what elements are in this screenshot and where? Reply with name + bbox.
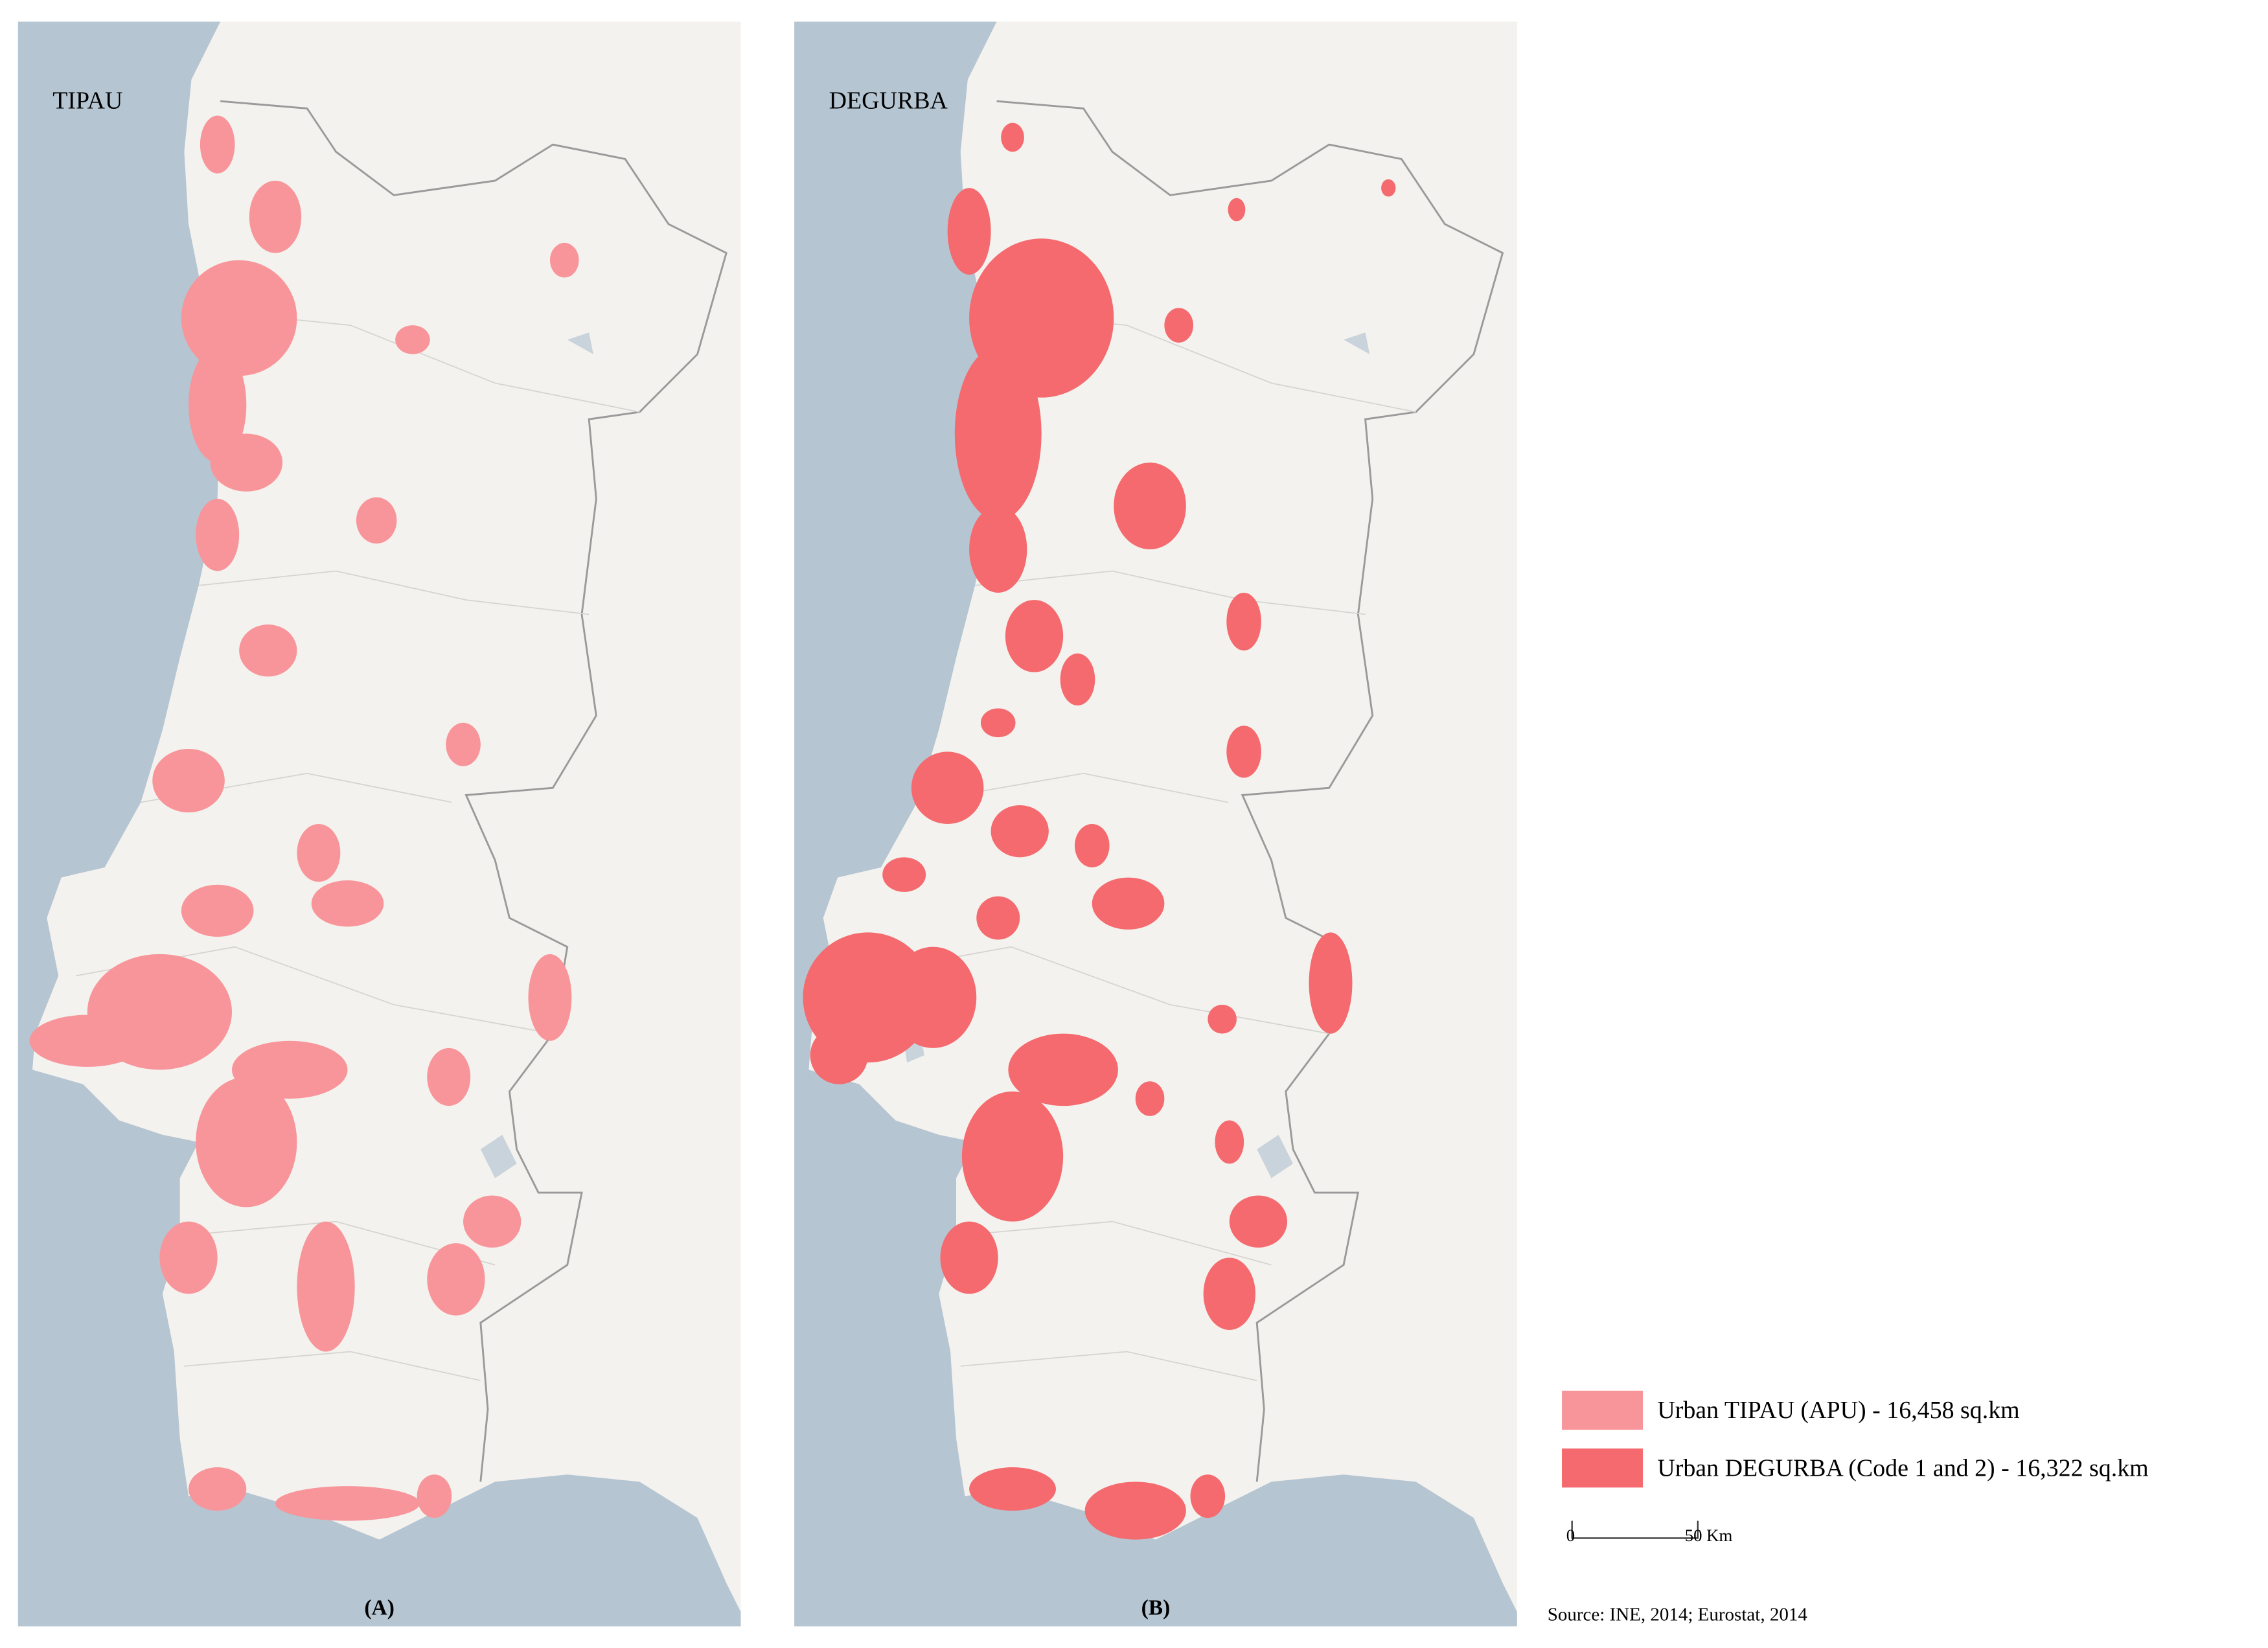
urban-area <box>1226 592 1261 651</box>
scale-bar: 0 50 Km <box>1566 1520 1733 1545</box>
urban-area <box>1381 179 1396 197</box>
urban-area <box>239 624 297 677</box>
urban-area <box>427 1047 471 1106</box>
urban-area <box>991 805 1049 858</box>
urban-area <box>889 946 977 1048</box>
legend-label: Urban TIPAU (APU) - 16,458 sq.km <box>1657 1397 2019 1424</box>
urban-area <box>976 896 1020 940</box>
urban-area <box>181 884 254 937</box>
urban-area <box>947 188 991 275</box>
legend-swatch <box>1562 1448 1644 1488</box>
panel-caption: (B) <box>1141 1596 1171 1620</box>
legend-label: Urban DEGURBA (Code 1 and 2) - 16,322 sq… <box>1657 1454 2148 1482</box>
basemap <box>794 21 1517 1627</box>
urban-area <box>29 1014 146 1067</box>
urban-area <box>1084 1482 1186 1540</box>
urban-area <box>1226 726 1261 778</box>
legend: Urban TIPAU (APU) - 16,458 sq.km Urban DE… <box>1562 1390 2149 1488</box>
urban-area <box>1092 877 1165 930</box>
urban-area <box>189 1467 247 1511</box>
scale-start: 0 <box>1566 1526 1575 1545</box>
urban-area <box>980 708 1016 738</box>
urban-area <box>297 1221 355 1352</box>
urban-area <box>1008 1033 1118 1106</box>
basemap <box>17 21 741 1627</box>
urban-area <box>297 824 341 882</box>
urban-area <box>528 954 572 1041</box>
urban-area <box>549 242 579 278</box>
urban-area <box>1309 932 1353 1034</box>
urban-area <box>427 1243 485 1316</box>
urban-area <box>249 180 302 253</box>
urban-area <box>159 1221 218 1294</box>
urban-area <box>1215 1120 1244 1164</box>
map-panels: TIPAU (A) DEGURBA (B) <box>17 21 1517 1627</box>
urban-area <box>311 880 384 927</box>
urban-area <box>1229 1195 1288 1248</box>
urban-area <box>969 1467 1056 1511</box>
map <box>17 21 741 1627</box>
urban-area <box>446 722 481 766</box>
urban-area <box>961 1091 1064 1222</box>
scale-end: 50 Km <box>1685 1526 1733 1545</box>
urban-area <box>954 347 1042 521</box>
urban-area <box>356 497 397 544</box>
urban-area <box>810 1026 868 1084</box>
urban-area <box>1001 122 1024 152</box>
panel-label: TIPAU <box>52 87 122 114</box>
urban-area <box>210 433 283 492</box>
source: Source: INE, 2014; Eurostat, 2014 <box>1548 1605 1808 1625</box>
urban-area <box>275 1486 420 1521</box>
urban-area <box>1203 1257 1255 1331</box>
urban-area <box>189 347 247 463</box>
urban-area <box>463 1195 521 1248</box>
urban-area <box>882 857 926 892</box>
map <box>794 21 1517 1627</box>
urban-area <box>1135 1081 1165 1116</box>
map-panel: DEGURBA (B) <box>794 21 1517 1627</box>
urban-area <box>1114 463 1186 549</box>
urban-area <box>417 1474 452 1518</box>
scale-bar-line <box>1571 1520 1699 1539</box>
urban-area <box>152 748 225 813</box>
urban-area <box>1164 308 1193 343</box>
urban-area <box>1190 1474 1226 1518</box>
urban-area <box>395 325 430 354</box>
urban-area <box>231 1040 348 1099</box>
legend-swatch <box>1562 1390 1644 1430</box>
urban-area <box>969 506 1027 593</box>
panel-label: DEGURBA <box>829 87 948 114</box>
urban-area <box>181 260 297 376</box>
urban-area <box>1208 1004 1237 1034</box>
urban-area <box>200 115 235 174</box>
urban-area <box>1075 824 1110 867</box>
urban-area <box>1005 600 1064 672</box>
panel-caption: (A) <box>364 1596 394 1620</box>
map-panel: TIPAU (A) <box>17 21 741 1627</box>
urban-area <box>940 1221 998 1294</box>
urban-area <box>1060 653 1095 706</box>
urban-area <box>1228 198 1246 222</box>
urban-area <box>196 498 240 571</box>
urban-area <box>911 751 984 824</box>
urban-area <box>196 1077 297 1207</box>
